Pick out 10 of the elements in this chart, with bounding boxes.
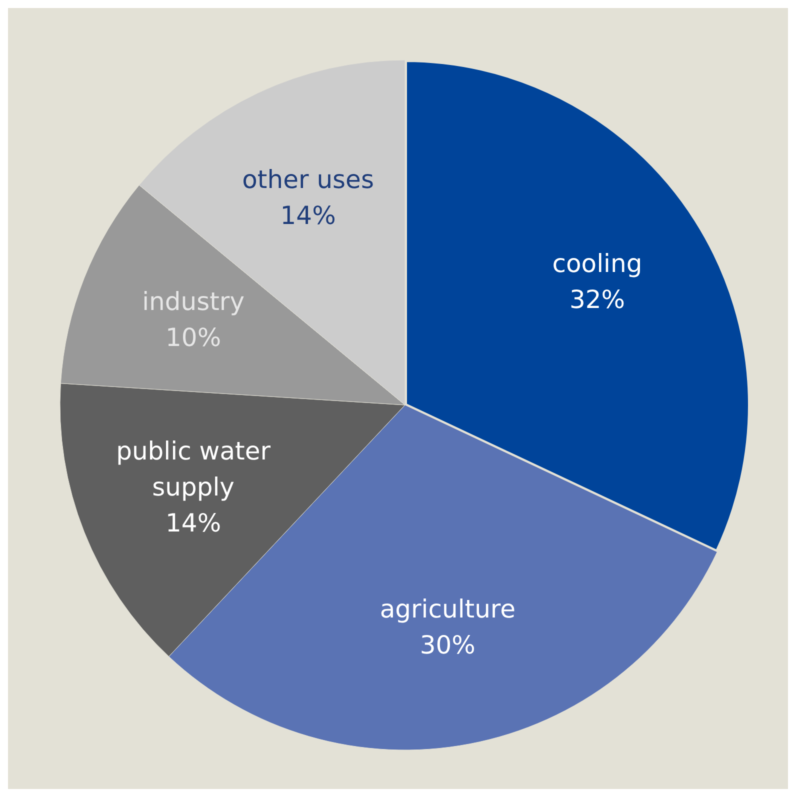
slice-label: agriculture — [380, 594, 516, 624]
slice-label: cooling — [552, 248, 642, 278]
data-label: 30% — [420, 630, 476, 660]
data-label: 32% — [569, 284, 626, 314]
slice-label: public water supply — [116, 436, 272, 502]
data-label: 10% — [166, 323, 222, 352]
data-label: 14% — [280, 200, 336, 230]
slice-label: industry — [142, 287, 245, 316]
slice-label: other uses — [242, 164, 374, 194]
data-label: 14% — [166, 508, 222, 538]
